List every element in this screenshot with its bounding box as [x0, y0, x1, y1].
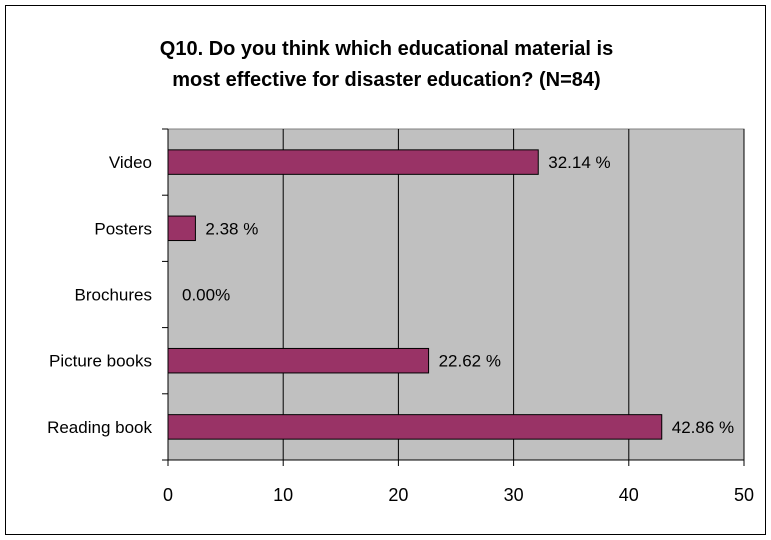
data-labels: 32.14 % 2.38 % 0.00% 22.62 % 42.86 % — [182, 153, 734, 437]
x-tick-label: 20 — [388, 485, 408, 505]
bar-chart: Video Posters Brochures Picture books Readin… — [47, 128, 754, 505]
tick-labels: 0 10 20 30 40 50 — [163, 485, 754, 505]
x-tick-label: 30 — [504, 485, 524, 505]
category-label: Posters — [94, 219, 152, 238]
bar — [167, 215, 196, 242]
data-label: 32.14 % — [548, 153, 610, 172]
gridlines — [282, 129, 745, 460]
chart-frame: Q10. Do you think which educational mate… — [5, 5, 766, 535]
bar — [167, 347, 430, 374]
category-label: Brochures — [75, 286, 152, 305]
bar — [167, 149, 539, 175]
x-tick-label: 40 — [619, 485, 639, 505]
bar — [167, 414, 663, 440]
category-label: Reading book — [47, 418, 152, 437]
chart-title: Q10. Do you think which educational mate… — [159, 38, 614, 91]
data-label: 2.38 % — [205, 219, 258, 238]
plot-area — [167, 128, 745, 461]
x-tick-label: 50 — [734, 485, 754, 505]
category-label: Video — [109, 153, 152, 172]
data-label: 0.00% — [182, 286, 230, 305]
bars — [167, 149, 663, 440]
x-tick-label: 0 — [163, 485, 173, 505]
axes — [162, 128, 745, 466]
category-label: Picture books — [49, 352, 152, 371]
data-label: 22.62 % — [439, 352, 501, 371]
data-label: 42.86 % — [672, 418, 734, 437]
x-tick-label: 10 — [273, 485, 293, 505]
category-labels: Video Posters Brochures Picture books Readin… — [47, 153, 152, 437]
